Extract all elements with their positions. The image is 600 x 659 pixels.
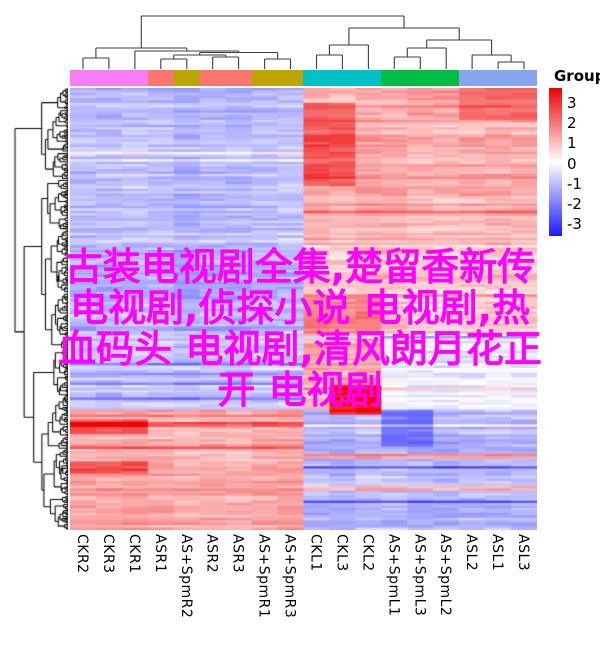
annotation-cell	[173, 70, 200, 86]
column-label: CKL3	[333, 534, 350, 572]
annotation-cell	[70, 70, 96, 86]
column-label: AS+SpmR3	[281, 534, 298, 619]
annotation-cell	[433, 70, 460, 86]
column-label: ASR2	[203, 534, 220, 574]
row-dendrogram	[6, 88, 68, 530]
column-annotation-bar	[70, 70, 537, 86]
color-scale-tick-label: -2	[567, 195, 582, 213]
column-label: AS+SpmL1	[385, 534, 402, 617]
column-label: ASR1	[151, 534, 168, 574]
annotation-cell	[407, 70, 434, 86]
column-label: ASL1	[489, 534, 506, 572]
heatmap-canvas	[70, 88, 537, 530]
annotation-cell	[277, 70, 304, 86]
annotation-cell	[459, 70, 485, 86]
column-label: ASL3	[515, 534, 532, 572]
color-scale-tick-label: 2	[567, 114, 577, 133]
column-label: CKL1	[307, 534, 324, 572]
annotation-cell	[147, 70, 174, 86]
annotation-cell	[355, 70, 382, 86]
color-scale-bar	[549, 88, 562, 236]
annotation-cell	[329, 70, 356, 86]
column-label: CKR1	[125, 534, 142, 574]
column-label: ASL2	[463, 534, 480, 572]
annotation-cell	[510, 70, 537, 86]
column-label: AS+SpmR1	[255, 534, 272, 619]
color-scale-tick-label: -3	[567, 215, 582, 234]
column-label: AS+SpmR2	[177, 534, 194, 619]
annotation-cell	[95, 70, 122, 86]
column-label: ASR3	[229, 534, 246, 574]
color-scale-tick-label: 3	[567, 94, 577, 112]
annotation-cell	[485, 70, 511, 86]
annotation-cell	[199, 70, 226, 86]
annotation-cell	[121, 70, 148, 86]
column-label: CKR3	[99, 534, 116, 574]
annotation-legend-title: Group	[554, 67, 600, 85]
column-label: CKL2	[359, 534, 376, 572]
column-dendrogram	[82, 15, 525, 69]
annotation-cell	[303, 70, 330, 86]
color-scale-tick-label: 1	[567, 134, 577, 153]
annotation-cell	[225, 70, 252, 86]
annotation-cell	[251, 70, 278, 86]
column-label: AS+SpmL2	[437, 534, 454, 617]
column-label: AS+SpmL3	[411, 534, 428, 617]
annotation-cell	[381, 70, 408, 86]
color-scale-tick-label: 0	[567, 154, 577, 173]
color-scale-tick-label: -1	[567, 174, 582, 193]
column-label: CKR2	[73, 534, 90, 574]
